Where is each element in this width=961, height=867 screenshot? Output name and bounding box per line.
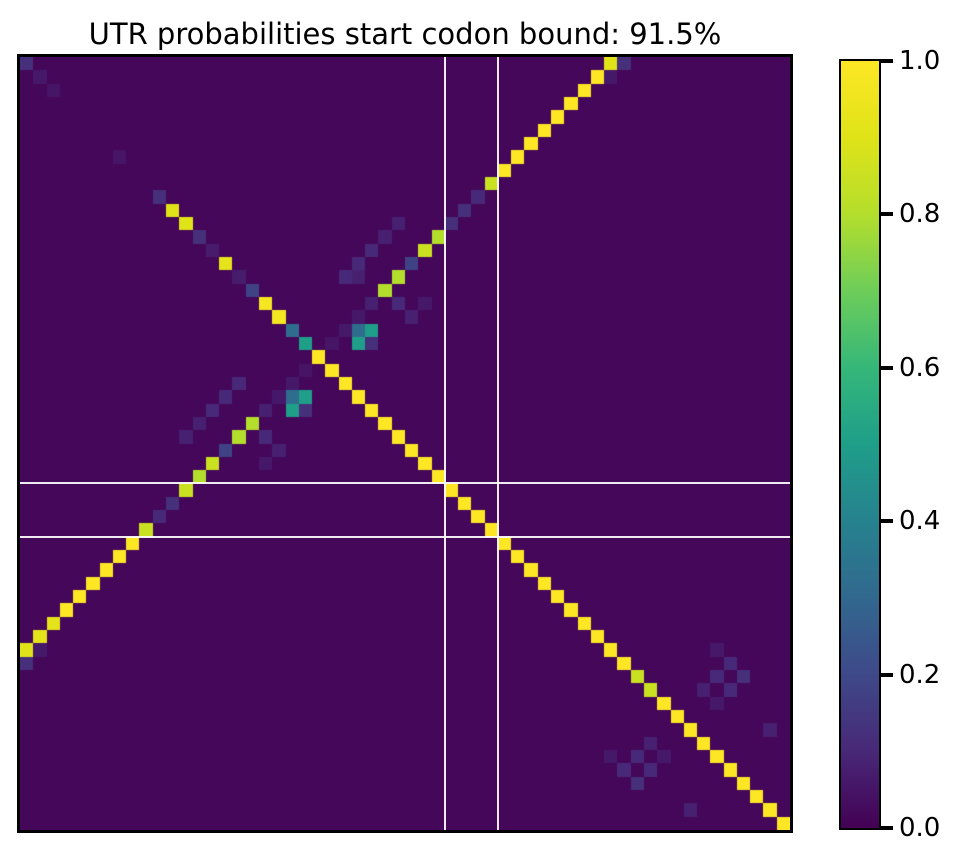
guide-line-vertical-2 <box>497 57 499 830</box>
guide-line-horizontal-2 <box>20 536 790 538</box>
colorbar-tick-0.8 <box>881 212 893 216</box>
heatmap-axes <box>17 54 793 833</box>
colorbar-tick-label: 0.0 <box>899 813 941 843</box>
heatmap-plot-area <box>20 57 790 830</box>
heatmap-canvas <box>20 57 790 830</box>
guide-line-horizontal-1 <box>20 482 790 484</box>
colorbar-tick-0.2 <box>881 673 893 677</box>
guide-line-vertical-1 <box>444 57 446 830</box>
colorbar-tick-1.0 <box>881 59 893 63</box>
colorbar-tick-label: 1.0 <box>899 46 941 76</box>
colorbar-gradient <box>841 61 879 828</box>
chart-title: UTR probabilities start codon bound: 91.… <box>88 17 722 51</box>
colorbar-tick-label: 0.2 <box>899 660 941 690</box>
colorbar-tick-0.0 <box>881 826 893 830</box>
colorbar-tick-0.4 <box>881 519 893 523</box>
colorbar-tick-label: 0.8 <box>899 199 941 229</box>
colorbar-tick-label: 0.4 <box>899 506 941 536</box>
colorbar-tick-0.6 <box>881 366 893 370</box>
colorbar-tick-label: 0.6 <box>899 353 941 383</box>
colorbar <box>839 59 881 830</box>
